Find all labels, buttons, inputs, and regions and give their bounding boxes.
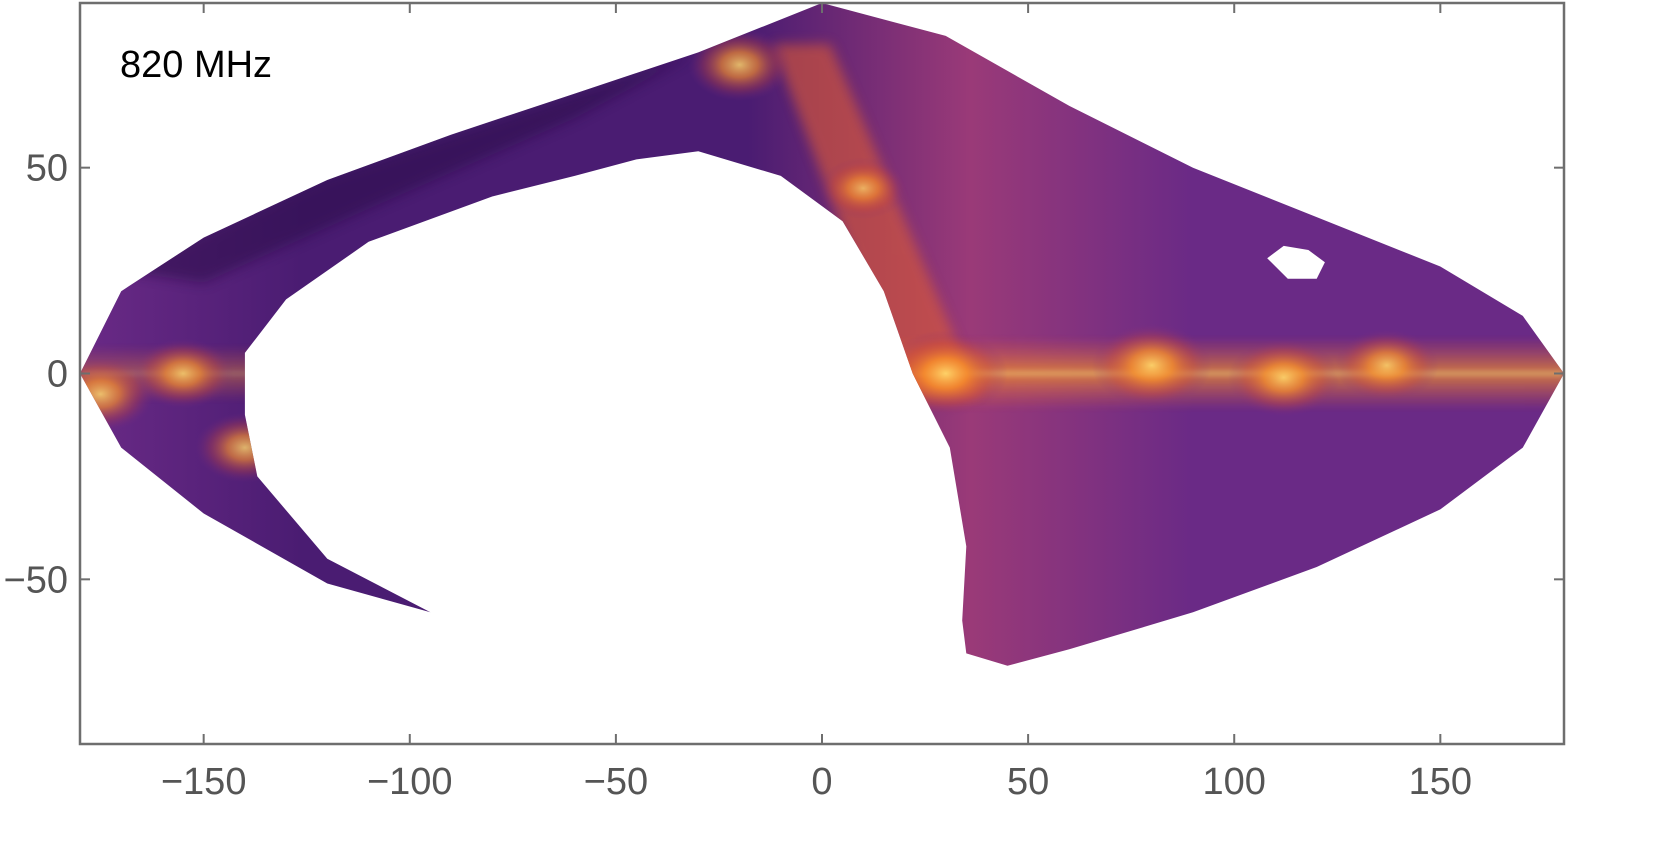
bright-spot bbox=[1334, 328, 1439, 402]
bright-spot bbox=[133, 338, 234, 409]
dark-region bbox=[121, 52, 699, 283]
y-tick-label: 0 bbox=[47, 354, 68, 396]
bright-spot bbox=[194, 412, 295, 483]
x-tick-label: 0 bbox=[811, 761, 832, 803]
x-tick-label: 150 bbox=[1409, 761, 1472, 803]
bright-spot bbox=[819, 157, 908, 220]
x-axis-ticks: −150 −100 −50 0 50 100 150 bbox=[161, 3, 1472, 803]
bright-spot bbox=[883, 330, 1008, 417]
bright-spot bbox=[1091, 323, 1212, 408]
bright-spot bbox=[1227, 338, 1340, 417]
x-tick-label: −100 bbox=[367, 761, 453, 803]
y-tick-label: 50 bbox=[26, 148, 68, 190]
x-tick-label: 50 bbox=[1007, 761, 1049, 803]
x-tick-label: 100 bbox=[1203, 761, 1266, 803]
emission-ridge bbox=[772, 44, 979, 395]
frequency-label: 820 MHz bbox=[120, 44, 272, 86]
bright-spot bbox=[80, 356, 155, 432]
y-tick-label: −50 bbox=[4, 559, 68, 601]
bright-spot bbox=[687, 28, 792, 102]
sky-intensity-map bbox=[80, 3, 1564, 666]
y-axis-ticks: −50 0 50 bbox=[4, 148, 1564, 601]
x-tick-label: −50 bbox=[584, 761, 648, 803]
emission-features bbox=[80, 28, 1564, 483]
x-tick-label: −150 bbox=[161, 761, 247, 803]
